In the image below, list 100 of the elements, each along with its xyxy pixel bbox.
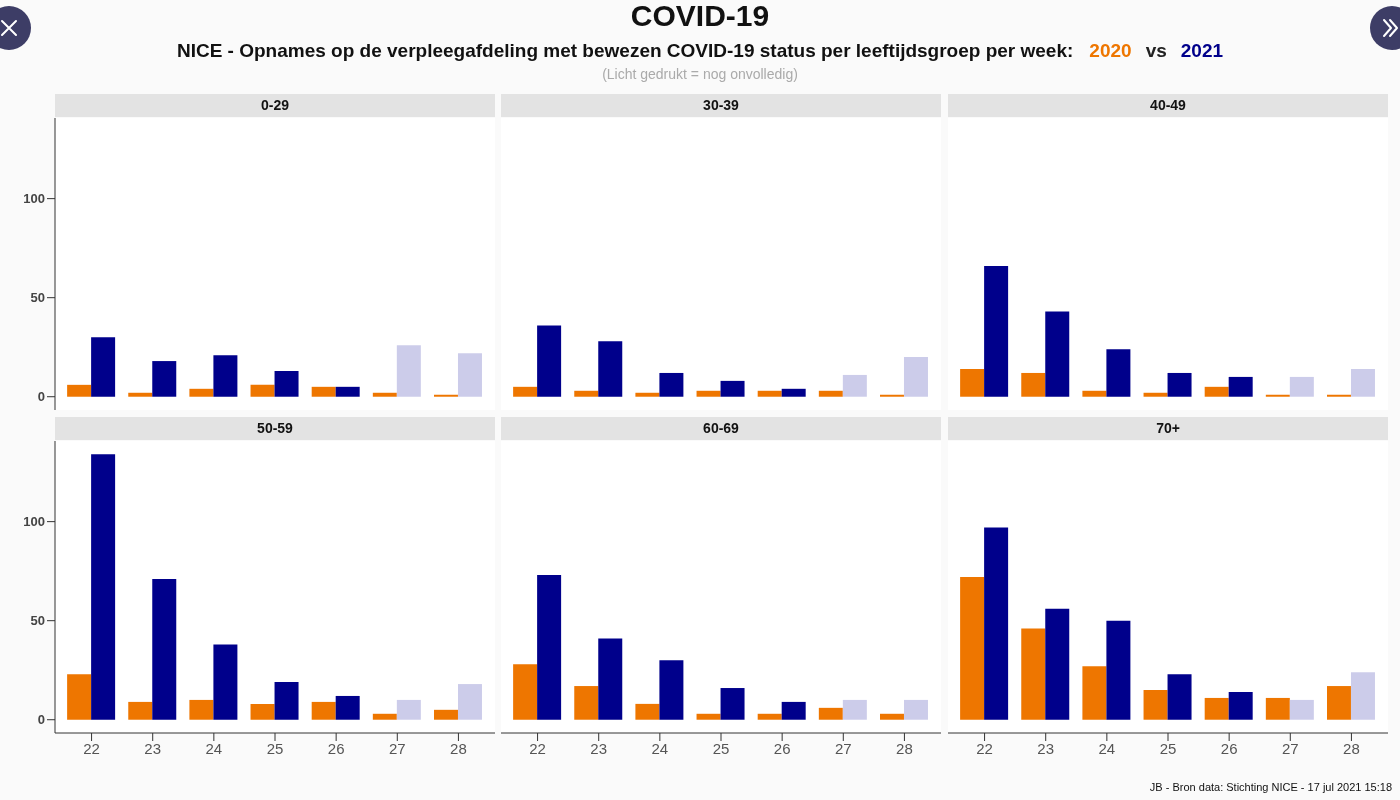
bar [757, 713, 782, 720]
bar [91, 454, 116, 720]
bar [513, 664, 538, 720]
bar [1228, 376, 1253, 397]
bar [250, 703, 275, 720]
bar [396, 699, 421, 720]
x-tick-label: 24 [1098, 739, 1116, 757]
x-tick-label: 26 [327, 739, 345, 757]
bar [537, 325, 562, 397]
bar [960, 577, 985, 720]
x-tick-label: 22 [83, 739, 100, 757]
bar [1106, 620, 1131, 720]
bar [984, 265, 1009, 397]
bar [1204, 697, 1229, 720]
bar [152, 579, 177, 720]
bar [1289, 376, 1314, 397]
bar [781, 701, 806, 720]
bar [513, 386, 538, 397]
text: 2021 [1180, 40, 1224, 61]
x-tick-label: 25 [712, 739, 730, 757]
bar [1289, 699, 1314, 720]
x-tick-label: 25 [266, 739, 284, 757]
x-tick-label: 22 [529, 739, 546, 757]
text: vs [1145, 40, 1167, 61]
bar [1045, 311, 1070, 397]
bar [372, 392, 397, 397]
bar [1045, 608, 1070, 720]
bar [574, 390, 599, 397]
y-tick-label: 0 [37, 389, 45, 405]
x-tick-label: 27 [388, 739, 406, 757]
y-tick-label: 0 [37, 712, 45, 728]
bar [696, 390, 721, 397]
bar [189, 699, 214, 720]
bar [457, 684, 482, 720]
chart-title: 50-59 [257, 420, 293, 436]
bar [1106, 349, 1131, 397]
bar [457, 353, 482, 397]
bar [1082, 666, 1107, 720]
bar [903, 699, 928, 720]
bar [311, 386, 336, 397]
bar [213, 355, 238, 397]
bar [1143, 690, 1168, 720]
bar [152, 361, 177, 397]
bar [1021, 628, 1046, 720]
bar [598, 638, 623, 720]
bar [250, 384, 275, 397]
chart-title: 30-39 [703, 97, 739, 113]
bar [335, 695, 360, 720]
bar [635, 392, 660, 397]
chart-title: 40-49 [1150, 97, 1186, 113]
bar [1082, 390, 1107, 397]
chart-title: 70+ [1156, 420, 1180, 436]
text: NICE - Opnames op de verpleegafdeling met bewezen COVID-19 status per leeftijdsgroep per week: [176, 40, 1074, 61]
bar [818, 707, 843, 720]
bar [1265, 697, 1290, 720]
bar [537, 575, 562, 720]
bar [433, 709, 458, 720]
bar [635, 703, 660, 720]
bar [396, 345, 421, 397]
bar [1350, 672, 1375, 720]
x-tick-label: 23 [144, 739, 162, 757]
bar [274, 370, 299, 397]
bar [372, 713, 397, 720]
chart-title: 0-29 [260, 97, 290, 113]
bar [1167, 674, 1192, 720]
text: JB - Bron data: Stichting NICE - 17 jul 2021 15:18 [1149, 781, 1392, 793]
bar [696, 713, 721, 720]
x-tick-label: 24 [651, 739, 669, 757]
x-tick-label: 25 [1159, 739, 1177, 757]
y-tick-label: 50 [30, 613, 45, 629]
text: 2020 [1089, 40, 1132, 61]
y-tick-label: 100 [23, 191, 45, 207]
bar [335, 386, 360, 397]
bar [189, 388, 214, 397]
bar [879, 713, 904, 720]
bar [213, 644, 238, 720]
x-tick-label: 28 [450, 739, 467, 757]
x-tick-label: 26 [1220, 739, 1238, 757]
bar [818, 390, 843, 397]
bar [67, 384, 92, 397]
bar [720, 688, 745, 720]
bar [128, 392, 153, 397]
x-tick-label: 22 [976, 739, 993, 757]
bar [598, 341, 623, 397]
x-tick-label: 27 [1281, 739, 1299, 757]
bar [574, 686, 599, 720]
bar [1204, 386, 1229, 397]
bar [984, 527, 1009, 720]
bar [757, 390, 782, 397]
bar [960, 368, 985, 397]
y-tick-label: 100 [23, 514, 45, 530]
bar [781, 388, 806, 397]
text: (Licht gedrukt = nog onvolledig) [602, 66, 798, 82]
bar [1167, 372, 1192, 397]
x-tick-label: 24 [205, 739, 223, 757]
bar [1350, 368, 1375, 397]
x-tick-label: 28 [896, 739, 913, 757]
bar [1143, 392, 1168, 397]
x-tick-label: 27 [834, 739, 852, 757]
x-tick-label: 28 [1343, 739, 1360, 757]
